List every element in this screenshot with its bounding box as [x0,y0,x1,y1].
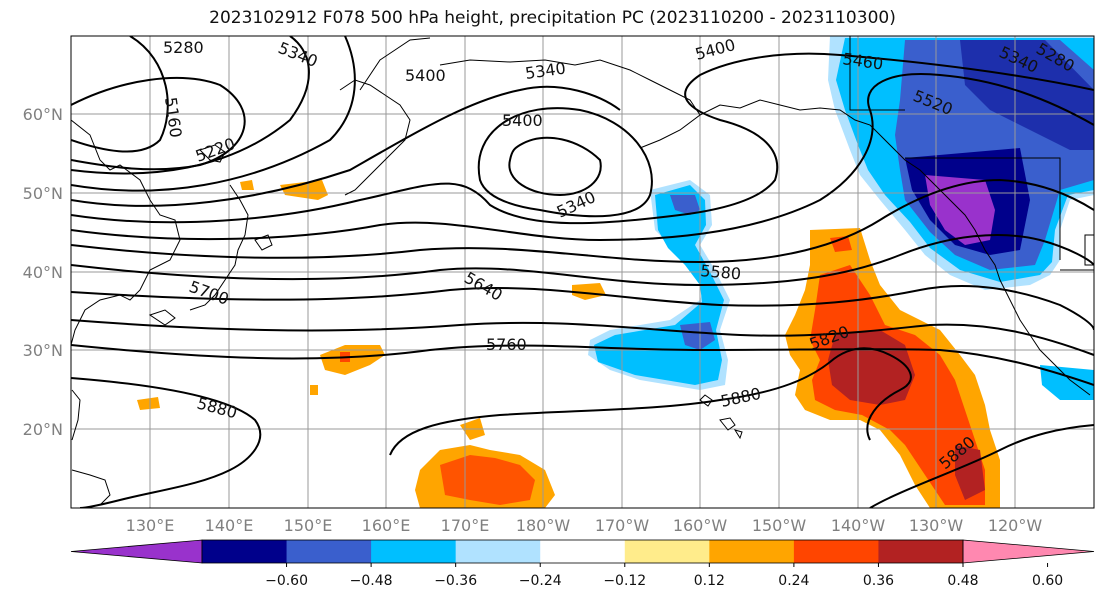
lon-label: 130°W [909,516,964,535]
contour-label: 5400 [405,66,446,85]
colorbar-segment [793,540,879,563]
map-title: 2023102912 F078 500 hPa height, precipit… [209,8,896,28]
contour-label: 5760 [486,335,527,354]
lon-label: 140°E [205,516,254,535]
colorbar-segment [371,540,457,563]
colorbar-tick-label: 0.24 [778,573,809,589]
colorbar-tick-label: 0.36 [863,573,894,589]
map-panel: 5280 5340 5400 5340 5400 5160 5220 5400 … [71,36,1094,508]
height-contours [71,36,1094,508]
lat-label-50n: 50°N [23,184,63,203]
colorbar-outline [201,539,964,564]
colorbar-tick-label: −0.36 [434,573,477,589]
latitude-labels: 60°N 50°N 40°N 30°N 20°N [23,105,63,439]
lon-label: 120°W [988,516,1043,535]
lon-label: 140°W [831,516,886,535]
colorbar-tick-label: 0.48 [947,573,978,589]
colorbar-tick-label: −0.24 [519,573,562,589]
contour-label: 5400 [502,111,543,130]
colorbar-segment [286,540,372,563]
lon-label: 150°W [752,516,807,535]
colorbar-tick-label: 0.60 [1032,573,1063,589]
colorbar-extend-max [962,539,1095,564]
coastlines [71,36,1094,506]
contour-label: 5280 [163,38,204,57]
map-frame [70,35,1095,509]
colorbar-extend-min [70,539,203,564]
longitude-labels: 130°E 140°E 150°E 160°E 170°E 180°W 170°… [126,516,1043,535]
lon-label: 130°E [126,516,175,535]
colorbar-tick-label: −0.12 [603,573,646,589]
lat-label-40n: 40°N [23,263,63,282]
lon-label: 170°E [441,516,490,535]
colorbar-tick-label: −0.48 [350,573,393,589]
lon-label: 170°W [595,516,650,535]
colorbar-tick-label: 0.12 [694,573,725,589]
lon-label: 160°E [362,516,411,535]
lat-label-30n: 30°N [23,341,63,360]
lon-label: 180°W [516,516,571,535]
colorbar: −0.60 −0.48 −0.36 −0.24 −0.12 0.12 0.24 0.36 0.4… [70,539,1095,589]
colorbar-tick-label: −0.60 [265,573,308,589]
colorbar-segment [624,540,710,563]
lat-label-60n: 60°N [23,105,63,124]
lat-label-20n: 20°N [23,420,63,439]
colorbar-segment [455,540,541,563]
colorbar-segment [709,540,795,563]
colorbar-segment [202,540,288,563]
precip-positive-areas [137,180,1000,508]
lon-label: 160°W [673,516,728,535]
colorbar-segment [540,540,626,563]
colorbar-segment [878,540,964,563]
lon-label: 150°E [284,516,333,535]
contour-label: 5580 [700,261,742,283]
